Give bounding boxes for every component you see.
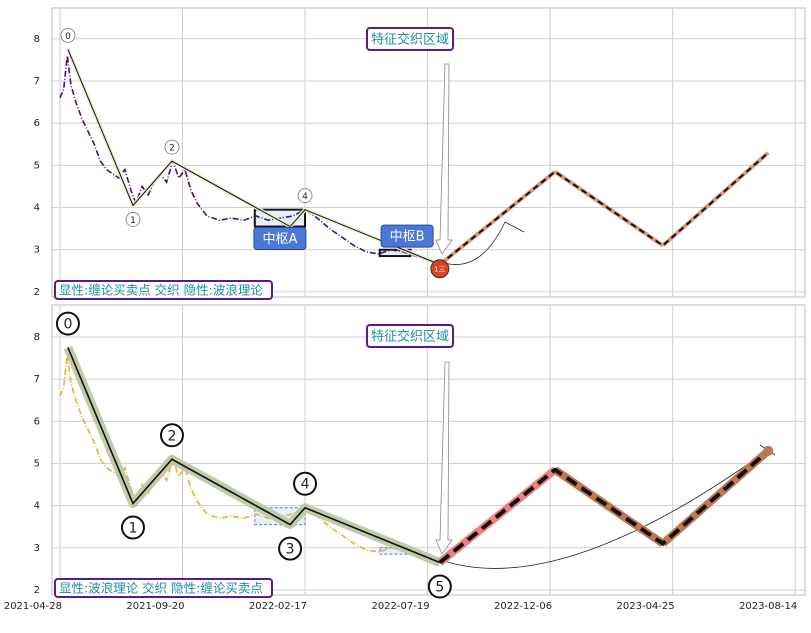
wave-label: 4 xyxy=(301,477,310,493)
plot-area xyxy=(51,304,806,596)
bg-layer xyxy=(51,7,806,596)
legend-text: 显性:波浪理论 交织 隐性:缠论买卖点 xyxy=(59,581,263,596)
wave-label-circle xyxy=(427,574,452,599)
legend-text: 显性:缠论买卖点 交织 隐性:波浪理论 xyxy=(59,283,263,298)
wave-label: 4 xyxy=(302,192,308,202)
y-tick-label: 3 xyxy=(34,245,40,256)
text-layer: 234567801234中枢A中枢B1三特征交织区域显性:缠论买卖点 交织 隐性… xyxy=(4,27,797,612)
wave-label: 2 xyxy=(168,428,177,444)
wave-label-circle xyxy=(293,471,318,496)
y-tick-label: 8 xyxy=(34,332,40,343)
x-tick-label: 2021-09-20 xyxy=(126,601,184,612)
projection-end xyxy=(763,445,774,456)
x-tick-label: 2022-02-17 xyxy=(249,601,307,612)
y-tick-label: 5 xyxy=(34,160,40,171)
x-tick-label: 2023-08-14 xyxy=(739,601,797,612)
projection-line xyxy=(438,449,770,565)
wave-line xyxy=(67,347,441,564)
y-tick-label: 6 xyxy=(34,118,40,129)
wave-line xyxy=(67,49,441,265)
wave-label: 2 xyxy=(169,144,175,154)
y-tick-label: 4 xyxy=(34,203,40,214)
center-label-box xyxy=(253,227,307,251)
buy-point xyxy=(430,259,450,279)
y-tick-label: 6 xyxy=(34,416,40,427)
arrow xyxy=(435,361,453,555)
y-tick-label: 8 xyxy=(34,34,40,45)
wave-label-circle xyxy=(125,212,141,227)
fit-arc xyxy=(440,221,525,265)
center-label-box xyxy=(380,224,434,248)
center-label: 中枢A xyxy=(262,232,297,247)
x-tick-label: 2022-12-06 xyxy=(494,601,552,612)
wave-label-circle xyxy=(159,423,184,448)
x-tick-label: 2023-04-25 xyxy=(617,601,675,612)
projection-line xyxy=(439,151,769,266)
wave-label: 1 xyxy=(129,521,138,537)
legend-box xyxy=(54,280,273,300)
arrow xyxy=(435,63,453,255)
y-tick-label: 7 xyxy=(34,374,40,385)
x-tick-label: 2021-04-28 xyxy=(4,601,62,612)
y-tick-label: 4 xyxy=(34,501,40,512)
y-tick-label: 2 xyxy=(34,287,40,298)
annotation: 特征交织区域 xyxy=(371,329,449,345)
grid-layer xyxy=(52,8,805,595)
y-tick-label: 2 xyxy=(34,585,40,596)
wave-label-circle xyxy=(60,27,76,43)
y-tick-label: 5 xyxy=(34,458,40,469)
wave-label-circle xyxy=(278,536,303,561)
wave-label: 3 xyxy=(286,542,295,558)
wave-label: 0 xyxy=(65,32,71,42)
wave-label: 1 xyxy=(130,216,136,226)
annotation-box xyxy=(366,27,454,51)
wave-label-circle xyxy=(120,515,145,540)
over-layer xyxy=(63,48,774,567)
buy-point-label: 1三 xyxy=(434,266,445,274)
wave-label-circle xyxy=(164,139,180,155)
wave-label-circle xyxy=(55,311,80,336)
annotation: 特征交织区域 xyxy=(371,32,449,48)
wave-label: 5 xyxy=(435,580,444,596)
y-tick-label: 7 xyxy=(34,76,40,87)
center-label: 中枢B xyxy=(390,230,425,245)
wave-label: 0 xyxy=(63,317,72,333)
x-tick-label: 2022-07-19 xyxy=(371,601,429,612)
wave-label-circle xyxy=(297,188,313,204)
plot-area xyxy=(51,7,806,298)
legend-box xyxy=(54,578,273,598)
y-tick-label: 3 xyxy=(34,543,40,554)
annotation-box xyxy=(366,324,454,348)
